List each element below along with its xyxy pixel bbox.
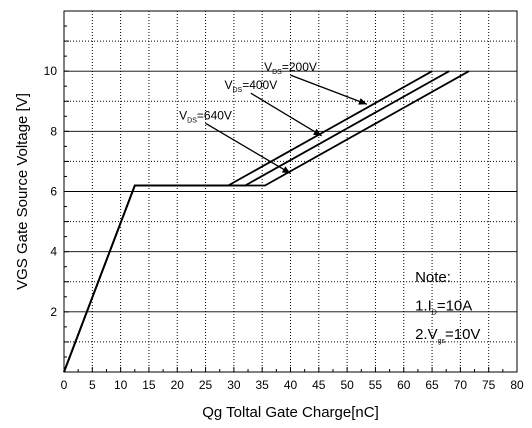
x-tick-label: 5 bbox=[89, 378, 96, 392]
x-tick-label: 75 bbox=[482, 378, 496, 392]
x-tick-label: 25 bbox=[199, 378, 213, 392]
annotation-arrowhead-3 bbox=[281, 166, 291, 174]
y-tick-label: 4 bbox=[50, 245, 57, 259]
note-line-2: 2.Vgs=10V bbox=[415, 326, 480, 345]
x-tick-label: 35 bbox=[256, 378, 270, 392]
x-tick-label: 55 bbox=[369, 378, 383, 392]
annotation-main: V bbox=[264, 60, 272, 74]
x-tick-label: 30 bbox=[227, 378, 241, 392]
annotation-rest: =640V bbox=[197, 108, 232, 122]
note-box: Note: 1.ID=10A 2.Vgs=10V bbox=[415, 269, 480, 345]
annotation-arrowhead-2 bbox=[312, 128, 322, 136]
note-line-2-sub: gs bbox=[438, 338, 446, 345]
y-tick-labels: 2 4 6 8 10 bbox=[44, 64, 58, 319]
annotation-sub: DS bbox=[272, 69, 282, 76]
x-tick-label: 40 bbox=[284, 378, 298, 392]
x-tick-label: 60 bbox=[397, 378, 411, 392]
note-line-1: 1.ID=10A bbox=[415, 297, 472, 316]
x-tick-label: 45 bbox=[312, 378, 326, 392]
note-line-1-rest: =10A bbox=[437, 297, 472, 314]
x-tick-labels: 0 5 10 15 20 25 30 35 40 45 50 55 60 65 70 75 80 bbox=[61, 378, 524, 392]
y-tick-label: 8 bbox=[50, 124, 57, 138]
x-tick-label: 65 bbox=[425, 378, 439, 392]
x-axis-title: Qg Toltal Gate Charge[nC] bbox=[202, 404, 378, 421]
x-tick-label: 10 bbox=[114, 378, 128, 392]
annotation-main: V bbox=[179, 108, 187, 122]
grid bbox=[64, 11, 517, 372]
x-tick-label: 80 bbox=[510, 378, 524, 392]
annotation-main: V bbox=[224, 78, 232, 92]
y-axis-title: VGS Gate Source Voltage [V] bbox=[14, 93, 31, 290]
note-line-2-prefix: 2.V bbox=[415, 326, 438, 343]
y-tick-label: 2 bbox=[50, 305, 57, 319]
x-tick-label: 15 bbox=[142, 378, 156, 392]
ticks bbox=[63, 10, 518, 373]
note-line-1-prefix: 1.I bbox=[415, 297, 432, 314]
note-line-1-sub: D bbox=[432, 309, 437, 316]
series-group bbox=[63, 70, 470, 373]
note-line-2-rest: =10V bbox=[445, 326, 480, 343]
annotation-sub: DS bbox=[232, 87, 242, 94]
y-tick-label: 10 bbox=[44, 64, 58, 78]
annotation-arrow-line-2 bbox=[250, 92, 322, 137]
annotation-arrow-line-3 bbox=[205, 122, 291, 175]
annotation-label-3: VDS=640V bbox=[179, 108, 232, 124]
annotation-rest: =400V bbox=[242, 78, 277, 92]
annotation-arrowhead-1 bbox=[358, 98, 367, 105]
annotation-rest: =200V bbox=[282, 60, 317, 74]
annotation-label-1: VDS=200V bbox=[264, 60, 317, 76]
annotation-arrow-line-1 bbox=[290, 74, 368, 105]
x-tick-label: 20 bbox=[171, 378, 185, 392]
annotation-sub: DS bbox=[187, 117, 197, 124]
series-line-3 bbox=[63, 70, 470, 373]
annotation-label-2: VDS=400V bbox=[224, 78, 277, 94]
x-tick-label: 70 bbox=[454, 378, 468, 392]
y-tick-label: 6 bbox=[50, 185, 57, 199]
x-tick-label: 0 bbox=[61, 378, 68, 392]
x-tick-label: 50 bbox=[340, 378, 354, 392]
note-title: Note: bbox=[415, 269, 451, 286]
